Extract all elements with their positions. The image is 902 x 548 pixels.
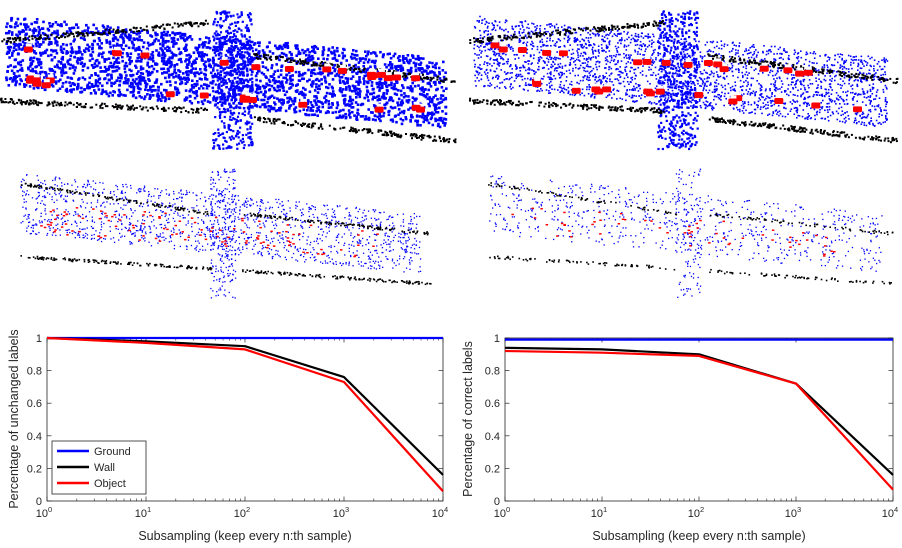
x-tick-label: 104 — [432, 505, 448, 520]
subsampled-cloud-right — [488, 168, 894, 298]
series-lines — [46, 336, 444, 492]
series-line-wall — [504, 346, 894, 476]
y-tick-label: 0 — [36, 496, 42, 508]
legend: Ground Wall Object — [51, 440, 147, 495]
x-tick-label: 102 — [688, 505, 704, 520]
legend-label-object: Object — [94, 478, 126, 490]
y-axis-label: Percentage of unchanged labels — [7, 329, 21, 508]
x-tick-label: 103 — [785, 505, 801, 520]
y-tick-label: 0.8 — [27, 366, 42, 378]
y-tick-label: 0.4 — [485, 431, 500, 443]
y-tick-label: 0 — [494, 496, 500, 508]
x-axis-label: Subsampling (keep every n:th sample) — [592, 529, 805, 543]
x-tick-label: 101 — [135, 505, 151, 520]
y-tick-label: 0.6 — [485, 398, 500, 410]
subsampled-cloud-left — [20, 168, 432, 299]
x-tick-label: 104 — [882, 505, 898, 520]
y-tick-label: 0.2 — [485, 463, 500, 475]
legend-label-ground: Ground — [94, 446, 131, 458]
y-tick-label: 0.4 — [27, 431, 42, 443]
x-tick-label: 100 — [494, 505, 510, 520]
y-tick-label: 0.2 — [27, 463, 42, 475]
x-axis: 100 101 102 103 104 — [494, 338, 898, 520]
series-line-object — [46, 336, 444, 492]
x-axis-label: Subsampling (keep every n:th sample) — [138, 529, 351, 543]
y-axis-label: Percentage of correct labels — [461, 341, 475, 497]
y-tick-label: 1 — [36, 333, 42, 345]
unchanged-labels-chart: 100 101 102 103 104 0 0.2 0.4 0.6 0.8 1 Subsampli… — [7, 329, 448, 543]
series-line-object — [504, 349, 894, 491]
x-tick-label: 101 — [591, 505, 607, 520]
y-tick-label: 0.6 — [27, 398, 42, 410]
dense-labeled-cloud-right — [469, 10, 899, 151]
dense-labeled-cloud-left — [0, 10, 457, 150]
x-tick-label: 102 — [234, 505, 250, 520]
y-axis: 0 0.2 0.4 0.6 0.8 1 — [485, 333, 893, 508]
y-tick-label: 1 — [494, 333, 500, 345]
correct-labels-chart: 100 101 102 103 104 0 0.2 0.4 0.6 0.8 1 Subsampli… — [461, 333, 898, 543]
y-axis: 0 0.2 0.4 0.6 0.8 1 — [27, 333, 443, 508]
x-axis: 100 101 102 103 104 — [36, 338, 448, 520]
y-tick-label: 0.8 — [485, 366, 500, 378]
legend-label-wall: Wall — [94, 462, 115, 474]
series-lines — [504, 338, 894, 491]
x-tick-label: 103 — [333, 505, 349, 520]
x-tick-label: 100 — [36, 505, 52, 520]
